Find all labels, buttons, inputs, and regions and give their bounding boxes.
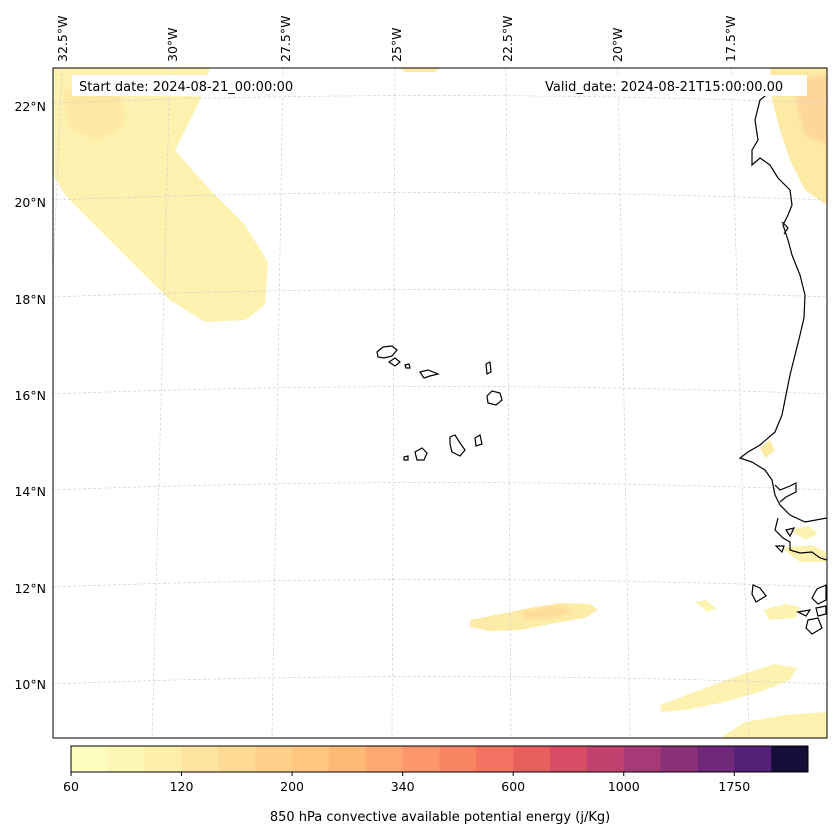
colorbar-swatch xyxy=(439,746,477,772)
colorbar-swatch xyxy=(623,746,662,772)
start-date-box xyxy=(72,75,311,96)
latitude-labels: 22°N 20°N 18°N 16°N 14°N 12°N 10°N xyxy=(14,99,46,692)
lat-label: 12°N xyxy=(14,581,46,596)
island-fogo xyxy=(414,447,428,461)
start-date-text: Start date: 2024-08-21_00:00:00 xyxy=(79,80,293,95)
lat-label: 10°N xyxy=(14,677,46,692)
island-maio xyxy=(474,434,483,447)
africa-coastline xyxy=(738,91,827,523)
lon-label: 17.5°W xyxy=(723,16,738,62)
colorbar-swatch xyxy=(255,746,293,772)
colorbar-swatch xyxy=(218,746,256,772)
cape-patch-northwest-top xyxy=(400,68,440,72)
island-brava xyxy=(403,455,409,461)
colorbar-ticks: 60 120 200 340 600 1000 1750 xyxy=(63,772,750,794)
colorbar-swatches xyxy=(71,746,809,772)
lat-label: 22°N xyxy=(14,99,46,114)
colorbar-swatch xyxy=(550,746,588,772)
cape-patch-east-5 xyxy=(782,545,826,562)
colorbar-tick-label: 1000 xyxy=(608,779,640,794)
island-boa-vista xyxy=(486,390,503,406)
lat-label: 14°N xyxy=(14,484,46,499)
island-santiago xyxy=(449,434,466,457)
colorbar-tick-label: 120 xyxy=(170,779,194,794)
cape-patch-east-3 xyxy=(760,440,775,458)
cape-patch-east-4 xyxy=(790,526,818,540)
lon-label: 22.5°W xyxy=(500,16,515,62)
colorbar-swatch xyxy=(771,746,809,772)
cape-patch-east-1 xyxy=(763,604,800,620)
colorbar-swatch xyxy=(144,746,183,772)
map-frame xyxy=(52,67,828,739)
coastlines xyxy=(738,91,827,635)
colorbar-swatch xyxy=(734,746,772,772)
graticule xyxy=(53,68,827,738)
colorbar-swatch xyxy=(476,746,514,772)
island-sal xyxy=(485,361,492,375)
colorbar-swatch xyxy=(365,746,404,772)
colorbar-swatch xyxy=(71,746,109,772)
colorbar-tick-label: 600 xyxy=(501,779,525,794)
colorbar-swatch xyxy=(402,746,440,772)
lon-label: 30°W xyxy=(165,27,180,62)
lat-label: 16°N xyxy=(14,388,46,403)
cape-patch-southeast-1 xyxy=(660,664,797,712)
lon-label: 20°W xyxy=(610,27,625,62)
colorbar-tick-label: 60 xyxy=(63,779,79,794)
cape-patch-southeast-2 xyxy=(720,712,827,738)
colorbar: 60 120 200 340 600 1000 1750 850 hPa convectiv… xyxy=(63,745,809,825)
colorbar-swatch xyxy=(513,746,551,772)
valid-date-text: Valid_date: 2024-08-21T15:00:00.00 xyxy=(545,80,783,95)
lat-label: 20°N xyxy=(14,195,46,210)
cape-verde-islands xyxy=(376,345,503,461)
longitude-labels: 32.5°W 30°W 27.5°W 25°W 22.5°W 20°W 17.5… xyxy=(55,16,738,62)
colorbar-label: 850 hPa convective available potential e… xyxy=(270,810,610,825)
island-santa-luzia xyxy=(404,363,411,369)
colorbar-swatch xyxy=(328,746,367,772)
colorbar-tick-label: 340 xyxy=(391,779,415,794)
colorbar-tick-label: 1750 xyxy=(718,779,750,794)
colorbar-swatch xyxy=(586,746,625,772)
colorbar-tick-label: 200 xyxy=(280,779,304,794)
island-sao-nicolau xyxy=(419,369,440,379)
valid-date-box xyxy=(539,75,807,96)
cape-patch-center-south-core xyxy=(520,606,575,619)
map-panel: Start date: 2024-08-21_00:00:00 Valid_da… xyxy=(14,16,828,739)
lon-label: 32.5°W xyxy=(55,16,70,62)
cape-field xyxy=(53,68,827,738)
colorbar-swatch xyxy=(107,746,146,772)
lat-label: 18°N xyxy=(14,292,46,307)
cape-patch-east-2 xyxy=(695,600,716,612)
colorbar-swatch xyxy=(697,746,735,772)
colorbar-swatch xyxy=(660,746,698,772)
lon-label: 27.5°W xyxy=(278,16,293,62)
lon-label: 25°W xyxy=(389,27,404,62)
colorbar-frame xyxy=(70,745,809,773)
island-santo-antao xyxy=(376,345,398,359)
island-sao-vicente xyxy=(387,357,401,367)
colorbar-swatch xyxy=(181,746,219,772)
colorbar-swatch xyxy=(292,746,330,772)
